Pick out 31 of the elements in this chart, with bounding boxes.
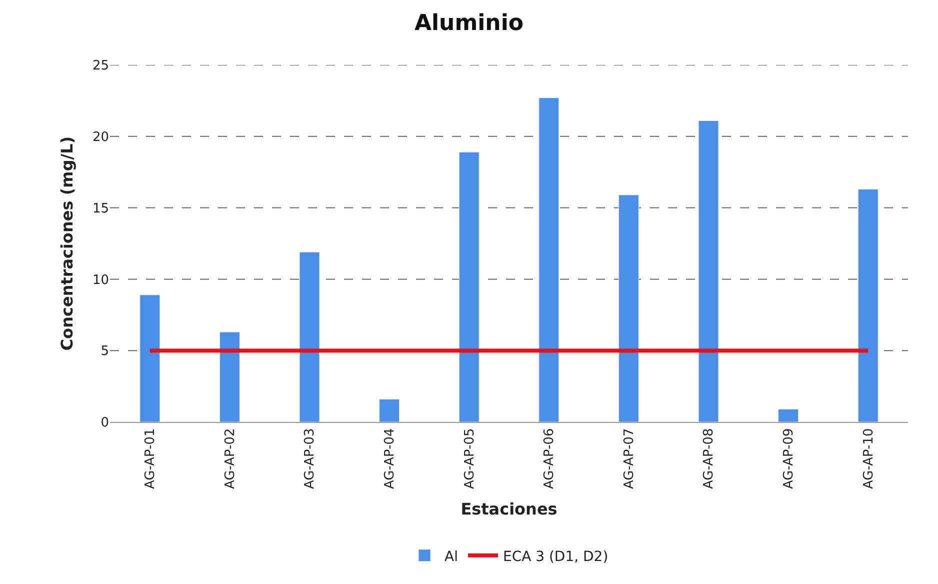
chart-title: Aluminio (414, 11, 524, 36)
x-tick-label: AG-AP-10 (861, 428, 876, 490)
x-axis-title: Estaciones (460, 500, 558, 519)
bar (858, 188, 878, 422)
y-tick-label: 15 (92, 201, 109, 216)
y-tick-label: 10 (92, 272, 109, 288)
x-tick-label: AG-AP-01 (143, 428, 158, 490)
bar (219, 332, 240, 422)
x-tick-label: AG-AP-07 (622, 428, 637, 490)
legend-label: Al (444, 548, 458, 565)
bar (778, 408, 799, 422)
y-axis-title: Concentraciones (mg/L) (57, 136, 76, 351)
y-tick-label: 20 (92, 130, 109, 145)
x-tick-label: AG-AP-08 (702, 428, 717, 490)
x-tick-label: AG-AP-02 (222, 428, 238, 490)
legend-label: ECA 3 (D1, D2) (502, 548, 608, 565)
x-tick-label: AG-AP-03 (302, 428, 318, 490)
x-tick-label: AG-AP-06 (542, 428, 558, 490)
y-tick-label: 0 (100, 416, 109, 431)
bar (458, 152, 480, 422)
bar (379, 398, 400, 422)
x-tick-label: AG-AP-09 (782, 428, 797, 490)
bar (299, 252, 320, 422)
bar (140, 294, 160, 422)
y-tick-label: 5 (100, 344, 109, 360)
x-tick-label: AG-AP-04 (382, 428, 398, 490)
x-tick-label: AG-AP-05 (462, 428, 478, 490)
bar (698, 120, 719, 422)
bar (618, 194, 639, 422)
bar (538, 98, 560, 422)
y-tick-label: 25 (92, 58, 109, 74)
